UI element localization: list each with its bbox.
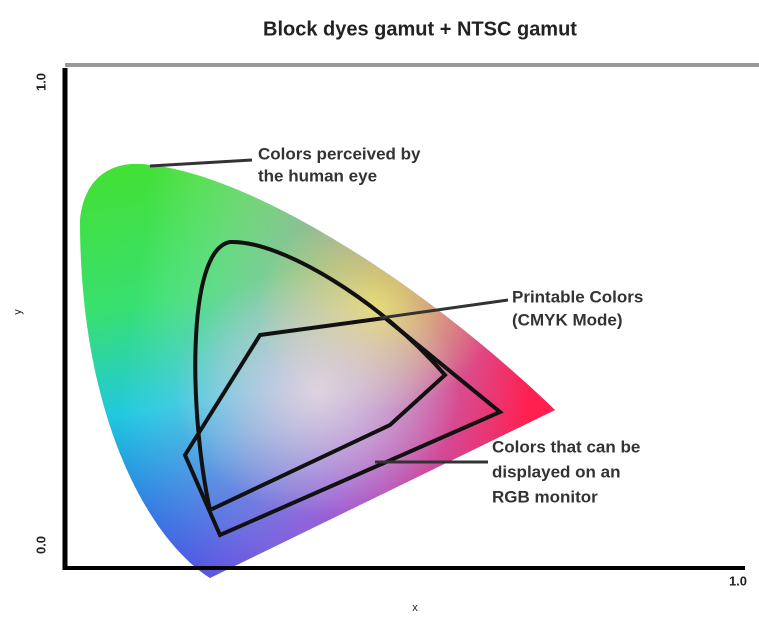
annotation-line: Printable Colors: [512, 287, 643, 306]
y-axis-label: y: [12, 309, 24, 315]
annotation: Colors perceived by the human eye: [258, 144, 421, 185]
x-axis-label: x: [412, 602, 418, 614]
rgb-gamut: [182, 315, 504, 538]
leader-line: [149, 158, 253, 168]
annotation: Printable Colors (CMYK Mode): [512, 287, 643, 329]
annotation: Colors that can be displayed on an RGB m…: [492, 437, 640, 506]
annotation-line: displayed on an: [492, 462, 620, 481]
annotation-line: RGB monitor: [492, 487, 598, 506]
leader-line: [379, 298, 509, 320]
x-right-label: 1.0: [729, 573, 747, 588]
annotation-line: (CMYK Mode): [512, 310, 622, 329]
annotation-line: Colors that can be: [492, 437, 640, 456]
annotation-line: Colors perceived by: [258, 144, 421, 163]
annotation-line: the human eye: [258, 166, 377, 185]
title: Block dyes gamut + NTSC gamut: [263, 18, 577, 40]
spectral-locus: [80, 163, 555, 578]
y-top-label: 1.0: [33, 73, 48, 91]
y-bottom-label: 0.0: [33, 536, 48, 554]
